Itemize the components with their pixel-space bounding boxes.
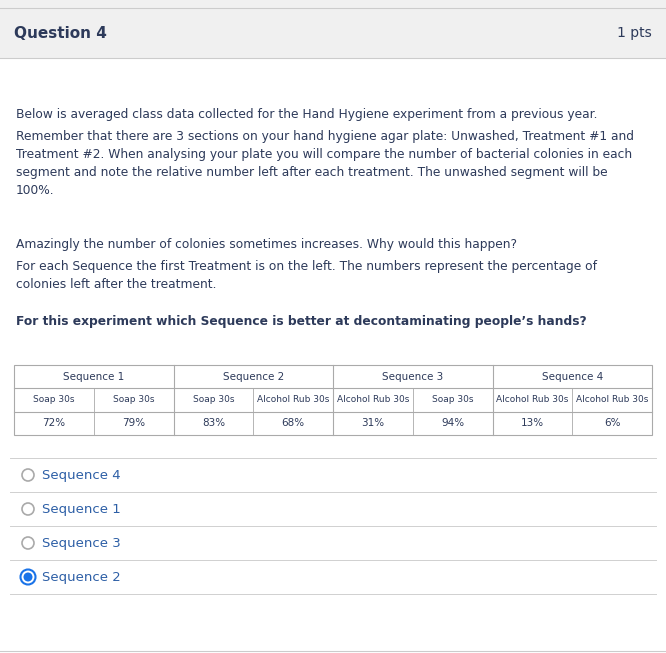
Text: 83%: 83% bbox=[202, 419, 225, 428]
Text: 6%: 6% bbox=[604, 419, 620, 428]
Text: Sequence 2: Sequence 2 bbox=[222, 372, 284, 381]
Text: 1 pts: 1 pts bbox=[617, 26, 652, 40]
Bar bbox=[0, 8, 666, 58]
Text: 72%: 72% bbox=[43, 419, 65, 428]
Text: Alcohol Rub 30s: Alcohol Rub 30s bbox=[337, 396, 409, 404]
Text: Below is averaged class data collected for the Hand Hygiene experiment from a pr: Below is averaged class data collected f… bbox=[16, 108, 597, 121]
Text: For each Sequence the first Treatment is on the left. The numbers represent the : For each Sequence the first Treatment is… bbox=[16, 260, 597, 291]
Text: Sequence 4: Sequence 4 bbox=[541, 372, 603, 381]
Text: 31%: 31% bbox=[362, 419, 384, 428]
Text: Question 4: Question 4 bbox=[14, 25, 107, 40]
Text: Alcohol Rub 30s: Alcohol Rub 30s bbox=[496, 396, 569, 404]
Circle shape bbox=[23, 573, 33, 582]
Text: Sequence 1: Sequence 1 bbox=[63, 372, 125, 381]
Text: Alcohol Rub 30s: Alcohol Rub 30s bbox=[257, 396, 329, 404]
Text: Soap 30s: Soap 30s bbox=[432, 396, 474, 404]
Text: 94%: 94% bbox=[441, 419, 464, 428]
Text: Amazingly the number of colonies sometimes increases. Why would this happen?: Amazingly the number of colonies sometim… bbox=[16, 238, 517, 251]
Bar bbox=[14, 365, 652, 435]
Text: 13%: 13% bbox=[521, 419, 544, 428]
Text: Soap 30s: Soap 30s bbox=[192, 396, 234, 404]
Text: Sequence 3: Sequence 3 bbox=[382, 372, 444, 381]
Bar bbox=[0, 0, 666, 8]
Text: 79%: 79% bbox=[122, 419, 145, 428]
Text: Sequence 1: Sequence 1 bbox=[42, 503, 121, 515]
Text: Soap 30s: Soap 30s bbox=[113, 396, 155, 404]
Text: Remember that there are 3 sections on your hand hygiene agar plate: Unwashed, Tr: Remember that there are 3 sections on yo… bbox=[16, 130, 634, 197]
Text: For this experiment which Sequence is better at decontaminating people’s hands?: For this experiment which Sequence is be… bbox=[16, 315, 587, 328]
Text: 68%: 68% bbox=[282, 419, 304, 428]
Text: Sequence 4: Sequence 4 bbox=[42, 468, 121, 481]
Text: Alcohol Rub 30s: Alcohol Rub 30s bbox=[576, 396, 648, 404]
Text: Soap 30s: Soap 30s bbox=[33, 396, 75, 404]
Text: Sequence 2: Sequence 2 bbox=[42, 571, 121, 584]
Text: Sequence 3: Sequence 3 bbox=[42, 537, 121, 550]
